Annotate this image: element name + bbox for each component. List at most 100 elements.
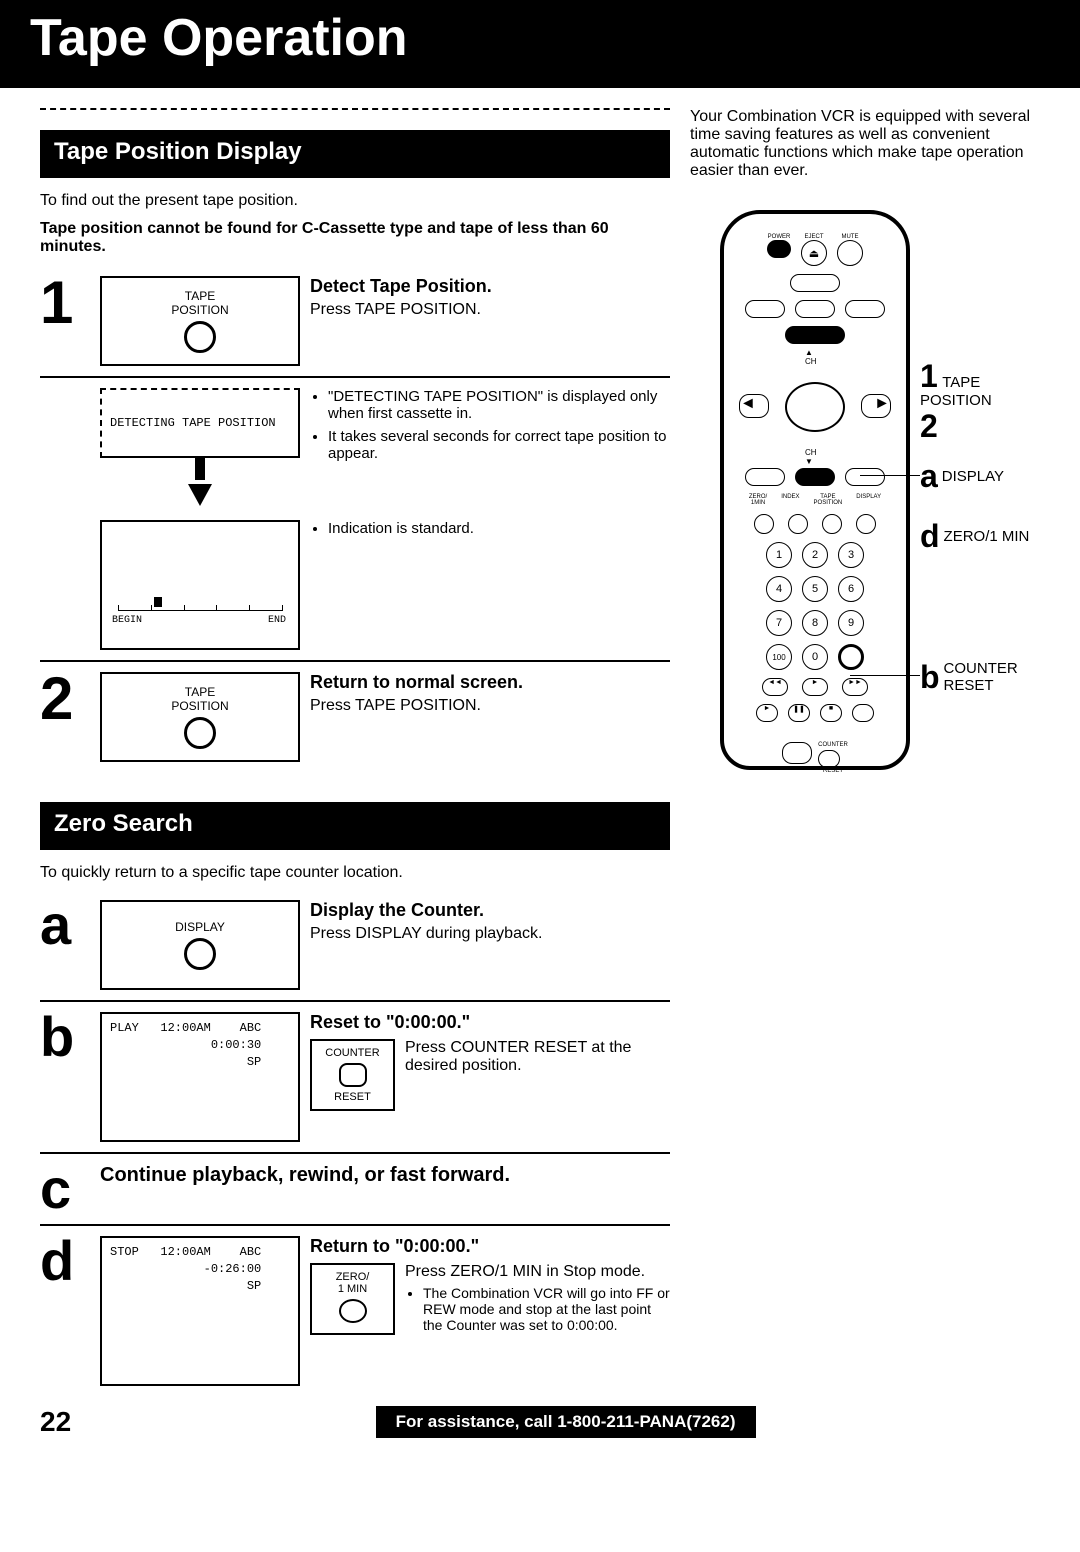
- step-b-number: b: [40, 1012, 90, 1062]
- 1min-label: 1 MIN: [316, 1283, 389, 1295]
- remote-dpad: ▲CH ◄ ► CH▼: [755, 352, 875, 462]
- step-2-row: 2 TAPE POSITION Return to normal screen.…: [40, 660, 670, 772]
- callout-d-label: ZERO/1 MIN: [944, 528, 1030, 545]
- callout-line: [850, 675, 920, 676]
- step-2-number: 2: [40, 672, 90, 726]
- remote-btn: [795, 468, 835, 486]
- remote-num-7: 7: [766, 610, 792, 636]
- step-b-screen-l2: 0:00:30: [110, 1037, 290, 1054]
- remote-btn: [845, 468, 885, 486]
- section-heading-zero-search: Zero Search: [40, 802, 670, 850]
- step-d-instruction: Press ZERO/1 MIN in Stop mode.: [405, 1263, 670, 1281]
- main-content: Tape Position Display To find out the pr…: [0, 88, 1080, 1406]
- remote-btn: [745, 468, 785, 486]
- remote-mute-btn: [837, 240, 863, 266]
- remote-addset-btn: [838, 644, 864, 670]
- arrow-stem: [195, 458, 205, 480]
- detecting-screen: DETECTING TAPE POSITION: [100, 388, 300, 458]
- page-number: 22: [40, 1406, 71, 1438]
- detecting-text: "DETECTING TAPE POSITION" is displayed o…: [310, 388, 670, 462]
- section2-sub: To quickly return to a specific tape cou…: [40, 864, 670, 882]
- detecting-screen-text: DETECTING TAPE POSITION: [110, 416, 276, 430]
- footer: 22 For assistance, call 1-800-211-PANA(7…: [0, 1406, 1080, 1448]
- callout-a-num: a: [920, 460, 938, 492]
- callout-line: [890, 475, 920, 476]
- zero-1min-button-box: ZERO/ 1 MIN: [310, 1263, 395, 1335]
- step-d-title: Return to "0:00:00.": [310, 1236, 670, 1257]
- tape-position-button-icon: [184, 321, 216, 353]
- step-1-number: 1: [40, 276, 90, 330]
- step-2-instruction: Press TAPE POSITION.: [310, 697, 670, 715]
- callout-2-num: 2: [920, 410, 1040, 442]
- step-a-row: a DISPLAY Display the Counter. Press DIS…: [40, 890, 670, 1000]
- remote-slow-btn: ►: [756, 704, 778, 722]
- remote-speed-btn: [852, 704, 874, 722]
- indicator-screen: BEGIN END: [100, 520, 300, 650]
- button-label-tape: TAPE: [185, 289, 215, 303]
- tape-position-button-box-2: TAPE POSITION: [100, 672, 300, 762]
- step-b-instruction: Press COUNTER RESET at the desired posit…: [405, 1039, 670, 1111]
- tape-marker: [154, 597, 162, 607]
- indicator-bullet: Indication is standard.: [328, 520, 670, 537]
- step-a-instruction: Press DISPLAY during playback.: [310, 925, 670, 943]
- step-d-number: d: [40, 1236, 90, 1286]
- remote-btn: [745, 300, 785, 318]
- step-b-row: b PLAY 12:00AM ABC 0:00:30 SP Reset to "…: [40, 1000, 670, 1152]
- footer-assist: For assistance, call 1-800-211-PANA(7262…: [376, 1406, 756, 1438]
- callout-d: d ZERO/1 MIN: [920, 520, 1029, 552]
- callout-1-2: 1 TAPE POSITION 2: [920, 360, 1040, 442]
- remote-display-btn: [856, 514, 876, 534]
- step-1-row: 1 TAPE POSITION Detect Tape Position. Pr…: [40, 266, 670, 376]
- step-a-title: Display the Counter.: [310, 900, 670, 921]
- section1-sub1: To find out the present tape position.: [40, 192, 670, 210]
- remote-num-6: 6: [838, 576, 864, 602]
- callout-d-num: d: [920, 520, 940, 552]
- arrow-down-icon: [188, 484, 212, 506]
- remote-pause-btn: ❚❚: [788, 704, 810, 722]
- remote-play-btn: ►: [802, 678, 828, 696]
- tape-scale: BEGIN END: [118, 610, 282, 640]
- step-d-text: Return to "0:00:00." ZERO/ 1 MIN Press Z…: [310, 1236, 670, 1335]
- right-column: Your Combination VCR is equipped with se…: [690, 108, 1040, 1396]
- zero-label: ZERO/: [316, 1271, 389, 1283]
- step-2-title: Return to normal screen.: [310, 672, 670, 693]
- remote-num-4: 4: [766, 576, 792, 602]
- remote-mute-label: MUTE: [837, 234, 863, 240]
- intro-text: Your Combination VCR is equipped with se…: [690, 108, 1040, 180]
- indicator-text: Indication is standard.: [310, 520, 670, 537]
- step-c-title: Continue playback, rewind, or fast forwa…: [100, 1164, 670, 1187]
- reset-label: RESET: [316, 1091, 389, 1103]
- callout-1-num: 1: [920, 358, 938, 394]
- callout-b-label: COUNTER RESET: [944, 660, 1040, 694]
- step-a-number: a: [40, 900, 90, 950]
- divider: [40, 108, 670, 110]
- remote-num-1: 1: [766, 542, 792, 568]
- tape-position-button-box: TAPE POSITION: [100, 276, 300, 366]
- detecting-row: DETECTING TAPE POSITION "DETECTING TAPE …: [40, 376, 670, 520]
- remote-diagram: POWER EJECT⏏ MUTE ▲CH: [720, 210, 910, 770]
- step-d-screen-l1: STOP 12:00AM ABC: [110, 1244, 290, 1261]
- step-b-screen-l1: PLAY 12:00AM ABC: [110, 1020, 290, 1037]
- step-d-bullet: The Combination VCR will go into FF or R…: [423, 1285, 670, 1333]
- step-1-instruction: Press TAPE POSITION.: [310, 301, 670, 319]
- remote-num-8: 8: [802, 610, 828, 636]
- remote-small-btn: [790, 274, 840, 292]
- step-d-screen-l2: -0:26:00: [110, 1261, 290, 1278]
- remote-eject-btn: ⏏: [801, 240, 827, 266]
- scale-begin: BEGIN: [112, 615, 142, 626]
- step-1-text: Detect Tape Position. Press TAPE POSITIO…: [310, 276, 670, 319]
- section-heading-tape-position: Tape Position Display: [40, 130, 670, 178]
- counter-label: COUNTER: [316, 1047, 389, 1059]
- step-b-text: Reset to "0:00:00." COUNTER RESET Press …: [310, 1012, 670, 1111]
- remote-num-2: 2: [802, 542, 828, 568]
- step-c-text: Continue playback, rewind, or fast forwa…: [100, 1164, 670, 1191]
- callout-a-label: DISPLAY: [942, 468, 1004, 485]
- step-2-text: Return to normal screen. Press TAPE POSI…: [310, 672, 670, 715]
- display-button-label: DISPLAY: [175, 920, 225, 934]
- step-c-number: c: [40, 1164, 90, 1214]
- remote-btn: [845, 300, 885, 318]
- remote-num-100: 100: [766, 644, 792, 670]
- button-label-position: POSITION: [171, 303, 228, 317]
- step-d-screen-l3: SP: [110, 1278, 290, 1295]
- zero-1min-button-icon: [339, 1299, 367, 1323]
